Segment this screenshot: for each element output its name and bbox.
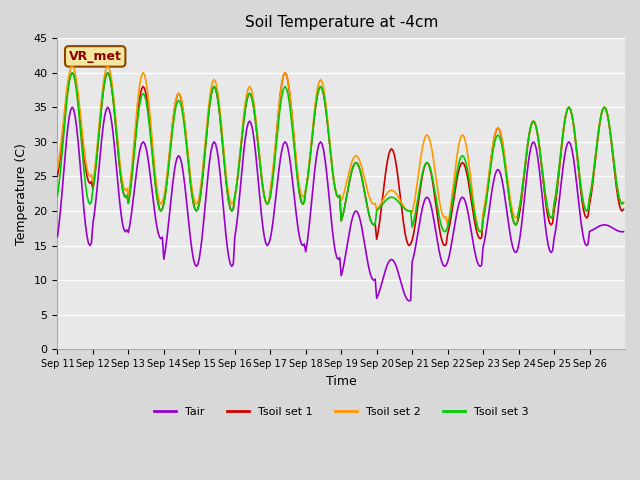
Text: VR_met: VR_met <box>68 50 122 63</box>
Title: Soil Temperature at -4cm: Soil Temperature at -4cm <box>244 15 438 30</box>
X-axis label: Time: Time <box>326 374 356 388</box>
Legend: Tair, Tsoil set 1, Tsoil set 2, Tsoil set 3: Tair, Tsoil set 1, Tsoil set 2, Tsoil se… <box>150 403 533 421</box>
Y-axis label: Temperature (C): Temperature (C) <box>15 143 28 245</box>
